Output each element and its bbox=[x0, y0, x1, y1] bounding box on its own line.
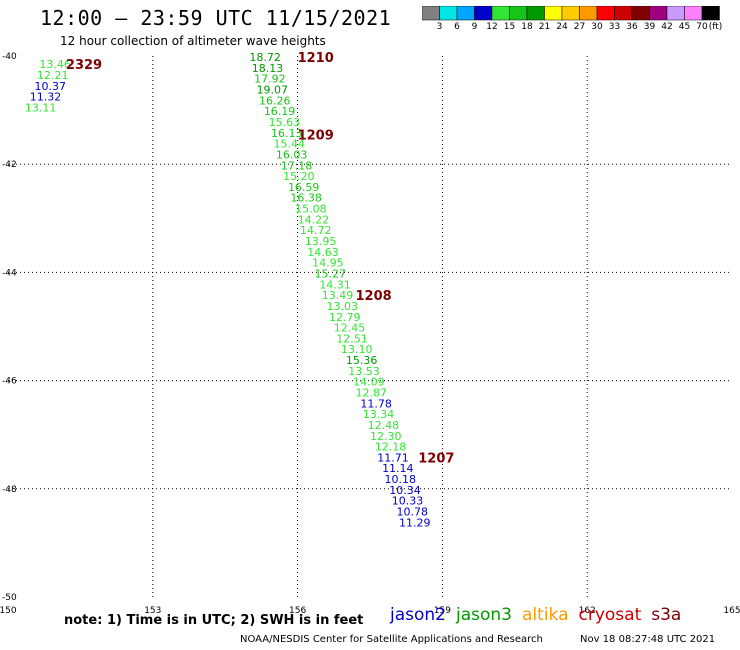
wave-height-label: 10.34 bbox=[389, 484, 421, 497]
colorbar-label: 9 bbox=[471, 22, 478, 32]
wave-height-label: 13.34 bbox=[363, 408, 395, 421]
colorbar-label: 27 bbox=[573, 22, 586, 32]
wave-height-label: 13.53 bbox=[348, 365, 380, 378]
wave-height-label: 10.18 bbox=[384, 473, 416, 486]
legend-item-jason2: jason2 bbox=[390, 605, 446, 625]
y-tick-label: -44 bbox=[2, 268, 17, 278]
wave-height-label: 10.37 bbox=[35, 80, 66, 93]
wave-height-label: 13.10 bbox=[341, 343, 373, 356]
legend-item-altika: altika bbox=[522, 605, 569, 625]
y-tick-label: -48 bbox=[2, 485, 17, 495]
wave-height-label: 14.63 bbox=[307, 246, 339, 259]
wave-height-label: 15.27 bbox=[314, 267, 346, 280]
wave-height-label: 19.07 bbox=[257, 84, 289, 97]
wave-height-label: 11.14 bbox=[382, 462, 414, 475]
legend-item-cryosat: cryosat bbox=[578, 605, 642, 625]
footer-timestamp: Nov 18 08:27:48 UTC 2021 bbox=[580, 634, 716, 645]
y-tick-label: -50 bbox=[2, 593, 17, 603]
wave-height-label: 11.32 bbox=[30, 91, 62, 104]
wave-height-label: 10.78 bbox=[397, 506, 429, 519]
colorbar-label: 18 bbox=[521, 22, 533, 32]
colorbar-label: 6 bbox=[454, 22, 460, 32]
x-tick-label: 150 bbox=[0, 606, 17, 616]
time-label: 1210 bbox=[298, 51, 334, 66]
y-tick-label: -40 bbox=[2, 52, 17, 62]
time-label: 2329 bbox=[66, 58, 102, 73]
y-tick-label: -42 bbox=[2, 160, 17, 170]
colorbar-label: 36 bbox=[626, 22, 638, 32]
page-subtitle: 12 hour collection of altimeter wave hei… bbox=[60, 34, 326, 48]
x-tick-label: 165 bbox=[723, 606, 740, 616]
wave-height-label: 12.87 bbox=[356, 387, 388, 400]
colorbar-label: 3 bbox=[436, 22, 443, 32]
wave-height-label: 12.21 bbox=[37, 69, 69, 82]
colorbar-label: 42 bbox=[661, 22, 673, 32]
wave-height-label: 16.13 bbox=[271, 127, 303, 140]
wave-height-label: 13.49 bbox=[322, 289, 354, 302]
wave-height-label: 16.38 bbox=[290, 192, 322, 205]
x-tick-label: 156 bbox=[289, 606, 306, 616]
y-tick-label: -46 bbox=[2, 377, 17, 387]
colorbar-unit: (ft) bbox=[708, 22, 723, 32]
wave-height-label: 13.95 bbox=[305, 235, 337, 248]
time-label: 1207 bbox=[418, 451, 454, 466]
wave-height-label: 14.72 bbox=[300, 224, 332, 237]
wave-height-label: 12.48 bbox=[368, 419, 400, 432]
wave-height-label: 12.30 bbox=[370, 430, 402, 443]
colorbar-label: 39 bbox=[643, 22, 656, 32]
wave-height-label: 12.79 bbox=[329, 311, 361, 324]
page-title: 12:00 – 23:59 UTC 11/15/2021 bbox=[40, 6, 392, 30]
time-label: 1208 bbox=[356, 289, 392, 304]
wave-height-label: 13.11 bbox=[25, 101, 57, 114]
wave-height-label: 12.18 bbox=[375, 441, 407, 454]
colorbar-label: 24 bbox=[556, 22, 568, 32]
legend-item-jason3: jason3 bbox=[456, 605, 512, 625]
x-tick-label: 159 bbox=[434, 606, 451, 616]
colorbar-label: 33 bbox=[608, 22, 621, 32]
wave-height-label: 16.26 bbox=[259, 94, 291, 107]
wave-height-label: 17.18 bbox=[281, 159, 313, 172]
colorbar-swatch bbox=[701, 6, 720, 21]
wave-height-label: 14.09 bbox=[353, 376, 385, 389]
x-tick-label: 153 bbox=[144, 606, 161, 616]
wave-height-label: 16.19 bbox=[264, 105, 296, 118]
wave-height-label: 18.72 bbox=[249, 51, 280, 64]
wave-height-label: 13.46 bbox=[39, 58, 71, 71]
wave-height-label: 14.22 bbox=[298, 213, 330, 226]
wave-height-label: 15.08 bbox=[295, 203, 327, 216]
wave-height-label: 14.31 bbox=[319, 278, 351, 291]
colorbar-label: 12 bbox=[486, 22, 498, 32]
colorbar-label: 45 bbox=[678, 22, 691, 32]
wave-height-label: 15.44 bbox=[273, 138, 305, 151]
wave-height-label: 12.51 bbox=[336, 332, 368, 345]
wave-height-label: 13.03 bbox=[327, 300, 359, 313]
x-tick-label: 162 bbox=[579, 606, 596, 616]
wave-height-label: 16.03 bbox=[276, 148, 308, 161]
colorbar bbox=[422, 6, 720, 21]
wave-height-label: 17.92 bbox=[254, 73, 286, 86]
wave-height-label: 18.13 bbox=[252, 62, 284, 75]
colorbar-label: 21 bbox=[538, 22, 551, 32]
wave-height-label: 16.59 bbox=[288, 181, 320, 194]
wave-height-label: 11.29 bbox=[399, 516, 431, 529]
time-label: 1209 bbox=[298, 128, 334, 143]
wave-height-label: 12.45 bbox=[334, 322, 366, 335]
wave-height-label: 15.20 bbox=[283, 170, 315, 183]
wave-height-label: 15.63 bbox=[269, 116, 301, 129]
colorbar-label: 70 bbox=[696, 22, 708, 32]
chart-legend: jason2 jason3 altika cryosat s3a bbox=[390, 605, 691, 625]
chart-note: note: 1) Time is in UTC; 2) SWH is in fe… bbox=[64, 613, 364, 628]
wave-height-label: 11.71 bbox=[377, 451, 409, 464]
wave-height-label: 11.78 bbox=[360, 397, 392, 410]
wave-height-label: 10.33 bbox=[392, 495, 424, 508]
legend-item-s3a: s3a bbox=[651, 605, 682, 625]
colorbar-label: 30 bbox=[591, 22, 603, 32]
colorbar-label: 15 bbox=[503, 22, 516, 32]
wave-height-label: 15.36 bbox=[346, 354, 378, 367]
footer-credit: NOAA/NESDIS Center for Satellite Applica… bbox=[240, 634, 543, 645]
colorbar-labels: 3 6 9 12 15 18 21 24 27 30 33 36 39 42 45 70 (ft) bbox=[422, 22, 740, 34]
wave-height-label: 14.95 bbox=[312, 257, 344, 270]
